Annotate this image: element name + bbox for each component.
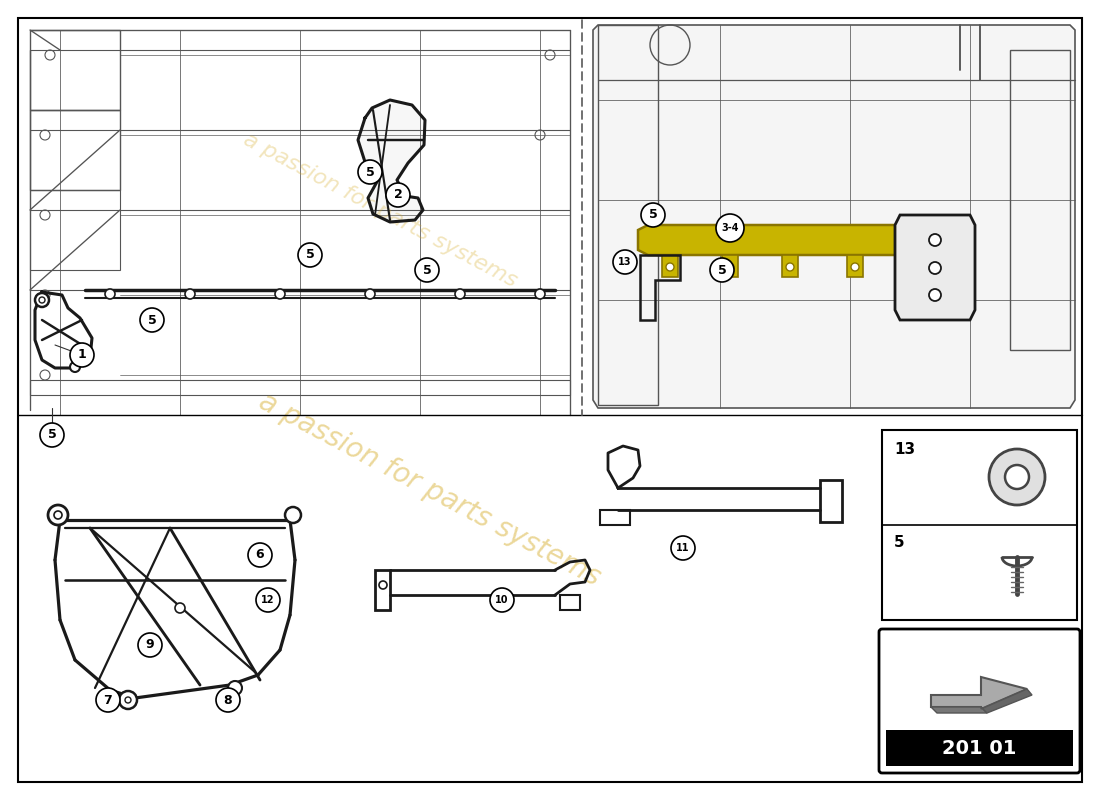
Circle shape [386,183,410,207]
Circle shape [140,308,164,332]
Text: 13: 13 [894,442,915,457]
Text: 6: 6 [255,549,264,562]
Polygon shape [931,707,987,713]
Text: 12: 12 [262,595,275,605]
Polygon shape [931,677,1027,709]
Circle shape [119,691,138,709]
Circle shape [671,536,695,560]
Circle shape [298,243,322,267]
Bar [882,430,1077,620]
Circle shape [70,343,94,367]
Circle shape [256,588,280,612]
Circle shape [35,293,50,307]
Circle shape [726,263,734,271]
Text: 11: 11 [676,543,690,553]
Circle shape [535,289,544,299]
Circle shape [185,289,195,299]
Text: 9: 9 [145,638,154,651]
Polygon shape [981,689,1032,713]
Text: 5: 5 [365,166,374,178]
Bar [847,255,864,277]
Circle shape [710,258,734,282]
Text: 8: 8 [223,694,232,706]
Bar [820,480,842,522]
Polygon shape [593,25,1075,408]
Circle shape [175,603,185,613]
Text: 7: 7 [103,694,112,706]
Text: 5: 5 [147,314,156,326]
Text: 3-4: 3-4 [722,223,739,233]
Circle shape [358,160,382,184]
Bar [30,30,120,110]
Text: 5: 5 [717,263,726,277]
Circle shape [989,449,1045,505]
Circle shape [365,289,375,299]
Circle shape [930,289,940,301]
Circle shape [48,505,68,525]
Circle shape [641,203,666,227]
Circle shape [786,263,794,271]
Text: 2: 2 [394,189,403,202]
Circle shape [716,214,744,242]
Circle shape [285,507,301,523]
Circle shape [490,588,514,612]
Polygon shape [638,225,910,255]
Circle shape [455,289,465,299]
Circle shape [104,289,116,299]
Circle shape [415,258,439,282]
Text: a passion for parts systems: a passion for parts systems [240,129,520,291]
Bar [375,570,390,610]
Circle shape [930,262,940,274]
Bar [1010,50,1070,350]
Text: 5: 5 [47,429,56,442]
Circle shape [40,423,64,447]
Circle shape [930,234,940,246]
Bar [598,25,658,405]
Bar [30,190,120,270]
Text: 201 01: 201 01 [942,738,1016,758]
Circle shape [275,289,285,299]
Bar [886,730,1072,766]
Bar [722,255,738,277]
Circle shape [96,688,120,712]
Bar [30,110,120,190]
Circle shape [613,250,637,274]
Circle shape [248,543,272,567]
Text: a passion for parts systems: a passion for parts systems [254,388,606,592]
Text: 5: 5 [649,209,658,222]
Circle shape [70,362,80,372]
Circle shape [851,263,859,271]
Bar [560,595,580,610]
Circle shape [138,633,162,657]
Bar [782,255,797,277]
Bar [600,510,630,525]
Text: 10: 10 [495,595,508,605]
Circle shape [666,263,674,271]
Text: 5: 5 [422,263,431,277]
Circle shape [1005,465,1028,489]
FancyBboxPatch shape [879,629,1080,773]
Polygon shape [895,215,975,320]
Bar [662,255,678,277]
Text: 5: 5 [306,249,315,262]
Polygon shape [358,100,425,222]
Circle shape [216,688,240,712]
Circle shape [228,681,242,695]
Text: 5: 5 [894,535,904,550]
Text: 13: 13 [618,257,631,267]
Text: 1: 1 [78,349,87,362]
